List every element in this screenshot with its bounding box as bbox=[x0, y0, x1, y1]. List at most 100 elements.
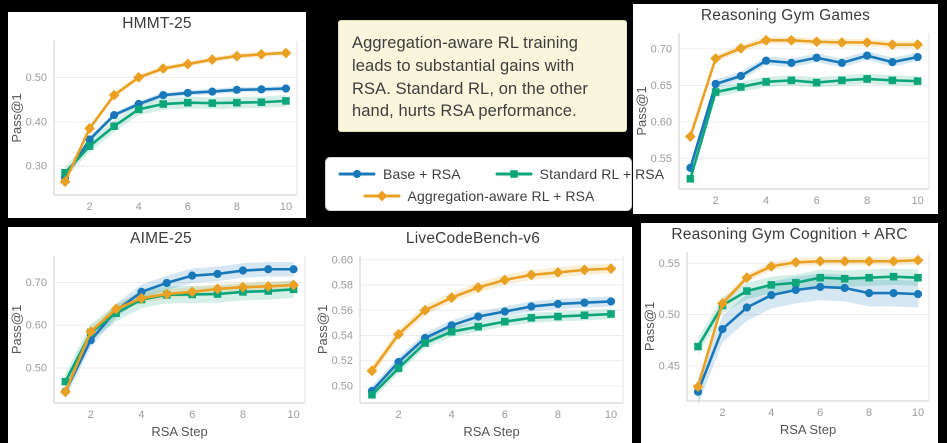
series-line-standard bbox=[63, 99, 288, 175]
square-marker-icon bbox=[812, 78, 821, 87]
square-marker-icon bbox=[394, 364, 403, 373]
circle-marker-icon bbox=[137, 287, 146, 296]
y-axis-label: Pass@1 bbox=[315, 305, 330, 354]
square-marker-icon bbox=[509, 170, 518, 178]
x-axis-label: RSA Step bbox=[151, 424, 207, 439]
diamond-marker-icon bbox=[912, 39, 924, 51]
y-axis-label: Pass@1 bbox=[9, 305, 24, 354]
circle-marker-icon bbox=[736, 71, 745, 81]
legend-item-base: Base + RSA bbox=[338, 166, 461, 182]
square-marker-icon bbox=[61, 169, 69, 177]
line-chart-reasoning-gym-games: 0.55 0.60 0.65 0.70 2 4 6 8 10 Pass@1 bbox=[634, 33, 930, 207]
chart-title: AIME-25 bbox=[130, 230, 192, 247]
circle-marker-icon bbox=[264, 265, 273, 274]
square-marker-icon bbox=[711, 88, 720, 96]
x-tick-label: 10 bbox=[605, 409, 617, 421]
diamond-marker-icon bbox=[110, 303, 122, 315]
series-line-base bbox=[370, 300, 613, 393]
diamond-marker-icon bbox=[785, 34, 797, 46]
series-line-agg bbox=[689, 38, 919, 138]
diamond-marker-icon bbox=[605, 263, 617, 275]
x-tick-label: 2 bbox=[713, 195, 719, 207]
diamond-marker-icon bbox=[790, 256, 802, 268]
legend-swatch-icon bbox=[338, 169, 376, 179]
diamond-marker-icon bbox=[256, 48, 267, 60]
circle-marker-icon bbox=[913, 52, 922, 62]
square-marker-icon bbox=[421, 339, 429, 347]
circle-marker-icon bbox=[281, 84, 291, 93]
circle-marker-icon bbox=[257, 85, 266, 94]
x-tick-label: 4 bbox=[138, 409, 144, 421]
y-tick-label: 0.50 bbox=[26, 72, 47, 84]
square-marker-icon bbox=[233, 98, 241, 107]
line-chart-aime-25: 0.50 0.60 0.70 2 4 6 8 10 Pass@1 RSA Step bbox=[9, 256, 306, 439]
chart-panel-aime-25: AIME-25 0.50 0.60 0.70 2 4 6 8 10 Pass@1 RSA Step bbox=[8, 227, 314, 443]
line-chart-livecodebench-v6: 0.50 0.52 0.54 0.56 0.58 0.60 2 4 6 8 10 Pass@1 RSA … bbox=[315, 254, 624, 439]
x-tick-label: 2 bbox=[719, 407, 725, 419]
diamond-marker-icon bbox=[861, 37, 873, 48]
square-marker-icon bbox=[762, 78, 770, 86]
circle-marker-icon bbox=[762, 56, 771, 65]
circle-marker-icon bbox=[352, 169, 362, 179]
square-marker-icon bbox=[183, 98, 192, 107]
chart-title: Reasoning Gym Cognition + ARC bbox=[671, 226, 908, 243]
y-tick-label: 0.54 bbox=[332, 330, 353, 342]
circle-marker-icon bbox=[863, 51, 872, 60]
legend-swatch-icon bbox=[495, 170, 533, 178]
square-marker-icon bbox=[863, 75, 871, 83]
diamond-marker-icon bbox=[888, 255, 899, 267]
diamond-marker-icon bbox=[59, 176, 71, 188]
diamond-marker-icon bbox=[741, 272, 753, 284]
diamond-marker-icon bbox=[212, 283, 223, 295]
series-line-standard bbox=[696, 275, 920, 348]
square-marker-icon bbox=[787, 76, 796, 85]
square-marker-icon bbox=[694, 342, 702, 351]
square-marker-icon bbox=[686, 175, 695, 183]
diamond-marker-icon bbox=[760, 34, 772, 46]
diamond-marker-icon bbox=[912, 254, 924, 266]
diamond-marker-icon bbox=[525, 269, 537, 281]
circle-marker-icon bbox=[913, 290, 923, 299]
circle-marker-icon bbox=[159, 91, 168, 100]
circle-marker-icon bbox=[188, 271, 197, 280]
square-marker-icon bbox=[737, 83, 745, 91]
square-marker-icon bbox=[447, 327, 456, 336]
x-tick-label: 4 bbox=[449, 409, 455, 421]
series-line-standard bbox=[370, 312, 613, 397]
y-tick-label: 0.50 bbox=[659, 309, 680, 321]
series-line-base bbox=[689, 54, 919, 170]
diamond-marker-icon bbox=[446, 292, 458, 304]
square-marker-icon bbox=[134, 105, 143, 114]
series-line-agg bbox=[63, 51, 288, 183]
circle-marker-icon bbox=[527, 302, 536, 311]
circle-marker-icon bbox=[183, 88, 192, 98]
legend-item-label: Standard RL + RSA bbox=[539, 166, 665, 182]
circle-marker-icon bbox=[289, 265, 298, 274]
circle-marker-icon bbox=[889, 288, 898, 298]
x-tick-label: 4 bbox=[763, 195, 769, 207]
circle-marker-icon bbox=[85, 135, 94, 144]
line-chart-reasoning-gym-cognition-arc: 0.45 0.50 0.55 2 4 6 8 10 Pass@1 RSA Step bbox=[642, 252, 930, 437]
chart-panel-reasoning-gym-cognition-arc: Reasoning Gym Cognition + ARC 0.45 0.50 0.… bbox=[641, 223, 938, 443]
circle-marker-icon bbox=[606, 297, 616, 306]
x-tick-label: 2 bbox=[87, 201, 93, 213]
square-marker-icon bbox=[913, 77, 922, 85]
square-marker-icon bbox=[501, 317, 509, 326]
circle-marker-icon bbox=[110, 111, 119, 120]
legend-item-label: Aggregation-aware RL + RSA bbox=[407, 188, 595, 204]
circle-marker-icon bbox=[213, 269, 222, 279]
circle-marker-icon bbox=[447, 321, 456, 330]
circle-marker-icon bbox=[474, 312, 483, 321]
circle-marker-icon bbox=[742, 303, 751, 312]
square-marker-icon bbox=[474, 322, 482, 331]
chart-panel-livecodebench-v6: LiveCodeBench-v6 0.50 0.52 0.54 0.56 0.58 0.6… bbox=[314, 227, 632, 443]
square-marker-icon bbox=[554, 312, 562, 321]
diamond-marker-icon bbox=[552, 267, 564, 278]
y-tick-label: 0.55 bbox=[659, 258, 680, 270]
x-axis-label: RSA Step bbox=[780, 422, 836, 437]
square-marker-icon bbox=[85, 142, 94, 150]
square-marker-icon bbox=[257, 98, 266, 107]
legend-row: Base + RSA Standard RL + RSA bbox=[334, 163, 664, 185]
square-marker-icon bbox=[838, 76, 846, 85]
x-tick-label: 8 bbox=[555, 409, 561, 421]
